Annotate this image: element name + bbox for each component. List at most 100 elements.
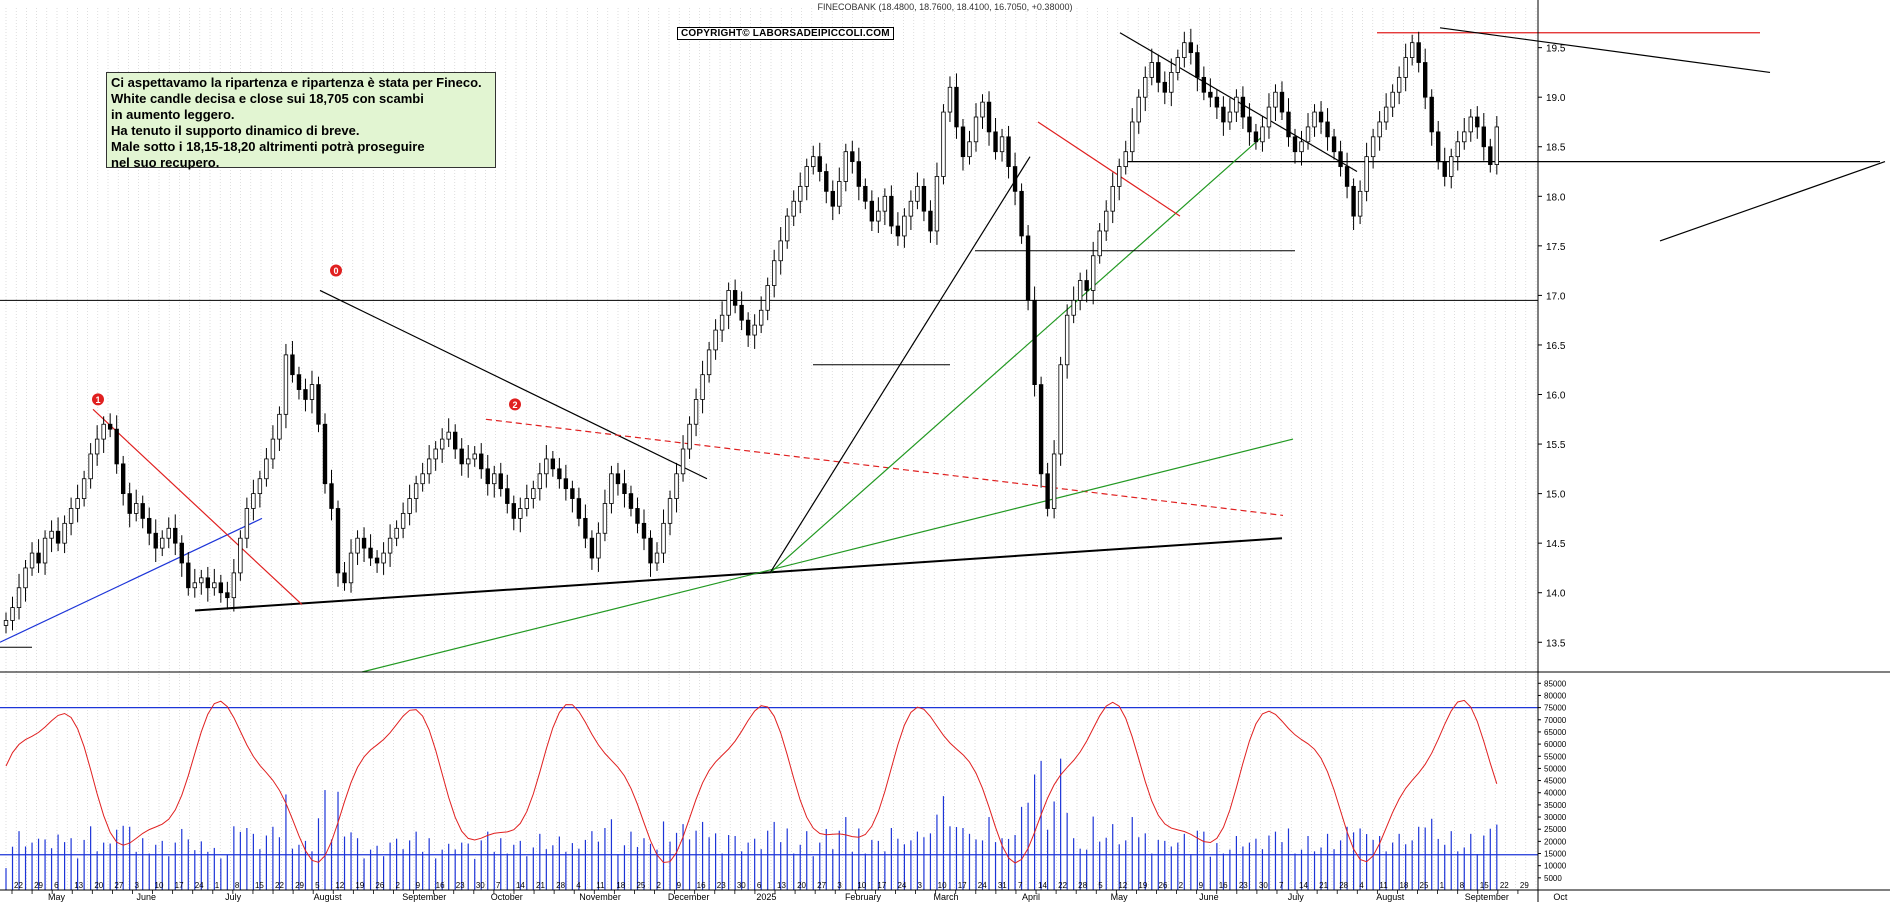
candle-body	[765, 285, 770, 311]
candle-body	[1208, 91, 1213, 98]
candle-body	[856, 161, 862, 187]
candle-body	[954, 86, 959, 128]
date-tick-label: 30	[1259, 881, 1268, 890]
candle-body	[466, 458, 471, 465]
candle-body	[1416, 42, 1421, 63]
candle-body	[791, 200, 796, 217]
candle-body	[439, 438, 445, 450]
candle	[309, 370, 315, 414]
candle	[1090, 241, 1096, 305]
date-tick-label: 24	[897, 881, 906, 890]
candle	[238, 530, 243, 581]
volume-tick-label: 40000	[1544, 789, 1567, 798]
candle	[120, 455, 126, 506]
candle-body	[251, 493, 256, 509]
date-tick-label: 22	[1058, 881, 1067, 890]
volume-tick-label: 60000	[1544, 740, 1567, 749]
date-tick-label: 7	[1018, 881, 1023, 890]
candle-body	[205, 577, 211, 589]
price-tick-label: 15.0	[1546, 490, 1566, 501]
candle-body	[524, 498, 529, 509]
date-tick-label: 2	[396, 881, 401, 890]
candle-body	[1292, 136, 1298, 153]
price-tick-label: 19.5	[1546, 44, 1566, 55]
candle	[472, 446, 477, 467]
candle	[1455, 130, 1460, 171]
candle	[915, 172, 920, 210]
candle-body	[114, 428, 119, 465]
candle	[453, 424, 458, 459]
date-tick-label: 13	[777, 881, 786, 890]
date-tick-label: 16	[1219, 881, 1228, 890]
date-tick-label: 31	[998, 881, 1007, 890]
candle-body	[1338, 151, 1343, 167]
candle-body	[485, 468, 490, 485]
month-label: Oct	[1553, 892, 1568, 902]
candle	[1071, 286, 1076, 324]
candle-body	[1481, 126, 1486, 148]
candle-body	[537, 473, 543, 490]
candle-body	[570, 488, 575, 499]
month-label: June	[137, 892, 157, 902]
analysis-note: Ci aspettavamo la ripartenza e ripartenz…	[106, 72, 496, 170]
candle-body	[472, 453, 477, 460]
candle	[433, 441, 438, 471]
candle-body	[1475, 116, 1480, 128]
date-tick-label: 1	[215, 881, 220, 890]
candle-body	[622, 483, 627, 495]
candle-body	[1051, 453, 1057, 509]
candle-body	[1370, 136, 1376, 158]
candle	[114, 415, 119, 474]
candle	[745, 312, 751, 347]
date-tick-label: 28	[1078, 881, 1087, 890]
candle	[381, 542, 386, 575]
candle-body	[1045, 473, 1050, 509]
candle	[10, 596, 15, 631]
candle	[921, 178, 927, 222]
note-line: Male sotto i 18,15-18,20 altrimenti potr…	[111, 139, 425, 154]
candle-body	[1266, 106, 1272, 128]
candle	[980, 94, 985, 129]
candle	[1208, 78, 1213, 108]
candle-body	[719, 314, 725, 331]
candle-body	[667, 498, 673, 524]
volume-tick-label: 10000	[1544, 862, 1567, 871]
candle	[75, 484, 80, 523]
date-tick-label: 24	[195, 881, 204, 890]
candle-body	[986, 101, 992, 133]
candle-body	[1077, 280, 1083, 301]
candle	[439, 428, 445, 463]
candle-body	[1025, 235, 1031, 301]
candle	[648, 530, 653, 577]
date-tick-label: 11	[596, 881, 605, 890]
candle	[563, 464, 569, 501]
month-label: September	[402, 892, 446, 902]
candle	[674, 462, 679, 513]
candle	[413, 475, 419, 513]
candle	[166, 517, 171, 549]
candle-body	[23, 567, 28, 589]
candle-body	[531, 488, 536, 499]
wave-marker-circle	[330, 264, 342, 277]
candle-body	[387, 537, 393, 554]
candle	[1305, 113, 1311, 150]
candle-body	[641, 522, 647, 539]
candle-body	[1214, 96, 1220, 108]
date-tick-label: 20	[797, 881, 806, 890]
candle	[1266, 93, 1272, 139]
candle-body	[348, 552, 354, 584]
candle-body	[1064, 314, 1070, 366]
candle	[889, 185, 894, 234]
candle-body	[1462, 131, 1467, 143]
candle	[277, 406, 282, 451]
candle-body	[1488, 146, 1493, 165]
volume-panel	[0, 699, 1538, 890]
candle	[1286, 98, 1291, 147]
candle-body	[785, 215, 790, 242]
candle-body	[876, 210, 881, 222]
candle	[622, 469, 627, 508]
candle	[544, 445, 549, 488]
candle-body	[804, 166, 809, 187]
candle-body	[824, 171, 829, 192]
candle-body	[107, 423, 113, 430]
